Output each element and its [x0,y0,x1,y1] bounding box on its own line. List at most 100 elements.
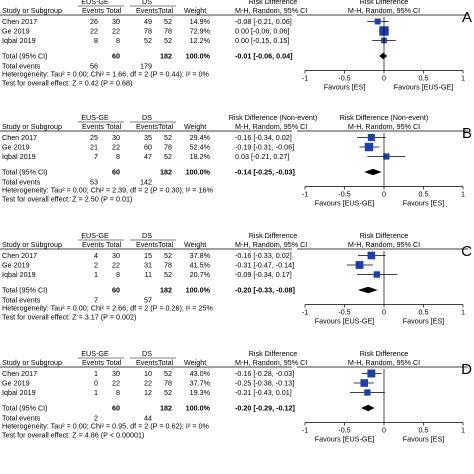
x-axis-tick-label: 1 [461,74,465,83]
total-experimental: 8 [116,270,120,279]
study-effect-ci: -0.08 [-0.21, 0.06] [235,17,292,26]
x-axis-tick-label: 0 [382,426,386,435]
study-name: Iqbal 2019 [2,388,36,397]
total-events-experimental: 7 [94,296,98,305]
column-header-study: Study or Subgroup [2,240,62,249]
column-header-weight: Weight [184,6,206,15]
study-point-estimate [367,133,375,142]
total-control: 52 [164,251,172,260]
total-control: 52 [164,133,172,142]
total-control: 78 [164,379,172,388]
column-header-weight: Weight [184,122,206,131]
study-name: Ge 2019 [2,261,30,270]
panel-label: D [461,361,472,378]
total-label: Total (95% CI) [2,52,48,61]
pooled-diamond [364,168,382,176]
column-header-events: Events [82,358,104,367]
column-header-total: Total [106,240,122,249]
study-row: Ge 2019 0 22 22 78 37.7% -0.25 [-0.38, -0.13] [2,379,374,388]
study-weight: 43.0% [190,369,211,378]
events-experimental: 21 [90,143,98,152]
events-control: 78 [144,27,152,36]
plot-header-method: M-H, Random, 95% CI [348,240,420,249]
study-name: Iqbal 2019 [2,270,36,279]
study-weight: 14.9% [190,17,211,26]
study-point-estimate [364,142,374,152]
total-n-experimental: 60 [112,52,120,61]
study-point-estimate [364,389,371,396]
x-axis-tick-label: -1 [302,190,308,199]
x-axis-tick-label: -0.5 [338,74,350,83]
x-axis-tick-label: 0.5 [419,74,429,83]
column-header-events: Events [136,358,158,367]
heterogeneity-text: Heterogeneity: Tau² = 0.00; Chi² = 2.66,… [2,304,214,313]
study-point-estimate [367,251,376,260]
column-header-study: Study or Subgroup [2,358,62,367]
study-weight: 41.5% [190,261,211,270]
events-experimental: 1 [94,388,98,397]
column-header-events: Events [136,6,158,15]
plot-header-title: Risk Difference [360,0,409,6]
events-control: 52 [144,36,152,45]
column-header-study: Study or Subgroup [2,6,62,15]
total-experimental: 22 [112,379,120,388]
total-label: Total (95% CI) [2,286,48,295]
total-events-experimental: 2 [94,414,98,423]
effect-header-title: Risk Difference (Non-event) [229,113,318,122]
favours-left-label: Favours [EUS-GE] [315,435,375,444]
total-weight: 100.0% [186,168,211,177]
total-control: 78 [164,261,172,270]
total-experimental: 8 [116,36,120,45]
group-header-experimental: EUS-GE [81,0,109,6]
total-n-control: 182 [160,404,172,413]
x-axis-tick-label: -0.5 [338,308,350,317]
total-experimental: 30 [112,17,120,26]
study-name: Iqbal 2019 [2,36,36,45]
study-weight: 20.7% [190,270,211,279]
total-experimental: 30 [112,133,120,142]
total-n-control: 182 [160,52,172,61]
total-experimental: 30 [112,369,120,378]
study-effect-ci: -0.16 [-0.28, -0.03] [235,369,294,378]
study-row: Ge 2019 2 22 31 78 41.5% -0.31 [-0.47, -0.14] [2,261,373,270]
total-experimental: 22 [112,143,120,152]
total-events-experimental: 53 [90,178,98,187]
study-effect-ci: 0.00 [-0.15, 0.15] [235,36,289,45]
study-weight: 19.3% [190,388,211,397]
pooled-diamond [361,404,375,412]
events-control: 22 [144,379,152,388]
study-weight: 29.4% [190,133,211,142]
effect-header-method: M-H, Random, 95% CI [235,240,307,249]
x-axis-tick-label: 1 [461,426,465,435]
forest-panel-c: EUS-GE DS Risk Difference Risk Difference St… [0,231,472,326]
events-control: 15 [144,251,152,260]
overall-effect-text: Test for overall effect: Z = 2.50 (P = 0… [2,195,132,204]
total-experimental: 22 [112,27,120,36]
total-control: 52 [164,270,172,279]
study-weight: 12.2% [190,36,211,45]
study-point-estimate [373,271,381,278]
study-effect-ci: -0.19 [-0.31, -0.06] [235,143,294,152]
total-effect-ci: -0.14 [-0.25, -0.03] [235,168,295,177]
favours-right-label: Favours [ES] [403,317,445,326]
group-header-control: DS [142,349,152,358]
study-row: Chen 2017 4 30 15 52 37.8% -0.16 [-0.33, 0.02] [2,251,386,260]
total-control: 52 [164,388,172,397]
x-axis-tick-label: 0.5 [419,308,429,317]
events-experimental: 1 [94,270,98,279]
favours-left-label: Favours [EUS-GE] [315,199,375,208]
events-experimental: 0 [94,379,98,388]
column-header-total: Total [158,122,174,131]
study-weight: 37.7% [190,379,211,388]
study-row: Iqbal 2019 7 8 47 52 18.2% 0.03 [-0.21, 0.27] [2,152,406,161]
effect-header-title: Risk Difference [249,0,298,6]
forest-panel-d: EUS-GE DS Risk Difference Risk Difference St… [0,349,472,444]
x-axis-tick-label: 0 [382,308,386,317]
study-point-estimate [355,261,364,269]
study-effect-ci: -0.25 [-0.38, -0.13] [235,379,294,388]
study-name: Chen 2017 [2,133,37,142]
study-name: Chen 2017 [2,251,37,260]
total-n-control: 182 [160,286,172,295]
favours-left-label: Favours [ES] [324,83,366,92]
study-effect-ci: -0.21 [-0.43, 0.01] [235,388,292,397]
